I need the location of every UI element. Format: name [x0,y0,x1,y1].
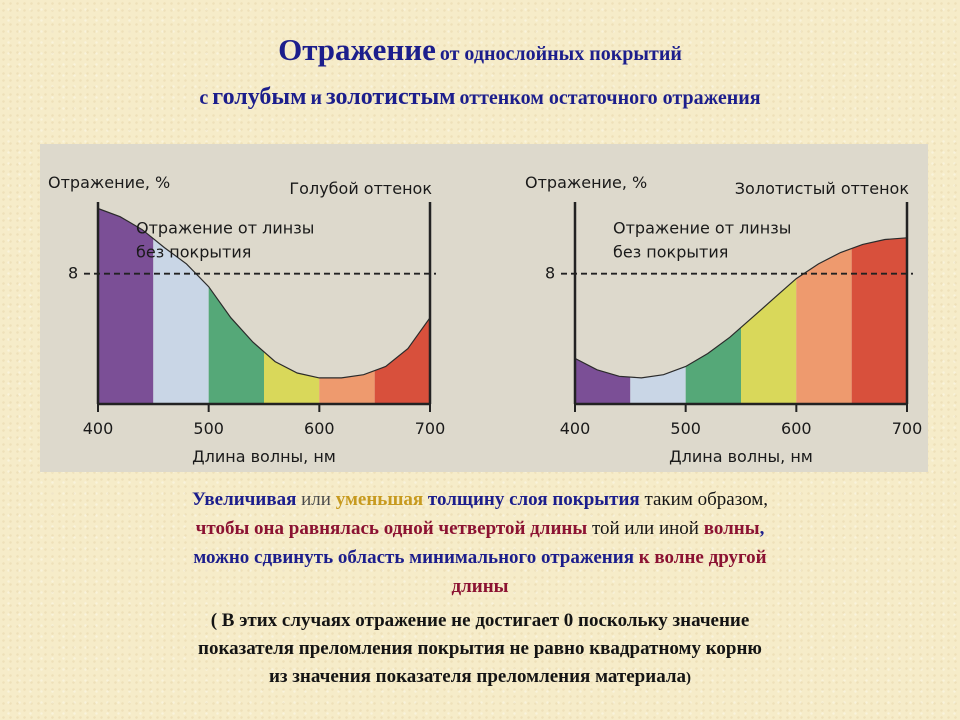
spectrum-band-4 [741,278,797,404]
chart-blue-tint: 8 Отражение от линзы без покрытия 400 500 600… [48,173,445,466]
x-tick-label-500: 500 [670,419,701,438]
x-tick-label-700: 700 [415,419,446,438]
title-line2-rest: оттенком остаточного отражения [459,87,761,109]
title-word-reflection: Отражение [278,32,436,67]
spectrum-band-3 [685,327,741,404]
word-increasing: Увеличивая [191,489,297,510]
chart-title: Золотистый оттенок [735,179,910,198]
title-word-gold: золотистым [326,84,456,110]
phrase-quarter-wave: чтобы она равнялась одной четвертой длин… [195,518,588,539]
phrase-shift-minimum: можно сдвинуть область минимального отра… [193,547,634,568]
y-axis-label: Отражение, % [525,173,647,192]
word-decreasing: уменьшая [335,489,424,510]
spectrum-band-6 [851,237,907,404]
explanation-line-3: можно сдвинуть область минимального отра… [0,544,960,571]
title-word-and: и [310,87,323,109]
word-or: или [301,489,331,510]
note-line-1: ( В этих случаях отражение не достигает … [210,610,750,631]
spectrum-band-1 [575,358,631,404]
slide-title: Отражение от однослойных покрытий [0,32,960,68]
title-line2-prefix: с [199,87,209,109]
word-wave: волны [703,518,760,539]
x-tick-label-600: 600 [781,419,812,438]
explanation-line-2: чтобы она равнялась одной четвертой длин… [0,515,960,542]
x-tick-label-700: 700 [892,419,923,438]
note-line-3: из значения показателя преломления матер… [0,663,960,692]
phrase-in-such-way: таким образом, [644,489,768,510]
reflectance-curve [97,207,431,379]
chart-gold-tint: 8 Отражение от линзы без покрытия 400 500 600… [525,173,922,466]
chart-title: Голубой оттенок [289,179,432,198]
x-tick-label-600: 600 [304,419,335,438]
reference-label-line-2: без покрытия [613,243,728,262]
spectrum-band-5 [796,248,852,404]
spectrum-band-2 [630,366,686,404]
title-word-blue: голубым [212,84,307,110]
spectrum-band-1 [98,208,154,404]
reference-label-line-1: Отражение от линзы [613,219,791,238]
phrase-to-another-wave: к волне другой [638,547,767,568]
comma: , [759,518,765,539]
reflectance-figure: 8 Отражение от линзы без покрытия 400 500 600… [40,144,928,472]
reflectance-curve [574,237,908,379]
note-close-paren: ) [686,670,692,686]
phrase-layer-thickness: толщину слоя покрытия [427,489,640,510]
x-axis-label: Длина волны, нм [192,447,336,466]
y-tick-label-8: 8 [68,264,78,283]
note-line-3-text: из значения показателя преломления матер… [268,666,687,687]
y-axis-label: Отражение, % [48,173,170,192]
note-line-2: показателя преломления покрытия не равно… [198,638,762,659]
spectrum-band-6 [374,317,430,404]
x-tick-label-500: 500 [193,419,224,438]
y-tick-label-8: 8 [545,264,555,283]
x-tick-label-400: 400 [560,419,591,438]
x-tick-label-400: 400 [83,419,114,438]
x-axis-label: Длина волны, нм [669,447,813,466]
reference-label-line-2: без покрытия [136,243,251,262]
spectrum-band-3 [208,286,264,404]
spectrum-band-5 [319,370,375,404]
spectrum-band-4 [264,351,320,404]
reference-label-line-1: Отражение от линзы [136,219,314,238]
explanation-line-1: Увеличивая или уменьшая толщину слоя пок… [0,486,960,513]
spectrum-band-2 [153,238,209,404]
explanation-line-4: длины [451,576,509,597]
slide-subtitle: с голубым и золотистым оттенком остаточн… [0,84,960,111]
title-line1-rest: от однослойных покрытий [439,43,682,65]
phrase-one-or-another: той или иной [591,518,699,539]
